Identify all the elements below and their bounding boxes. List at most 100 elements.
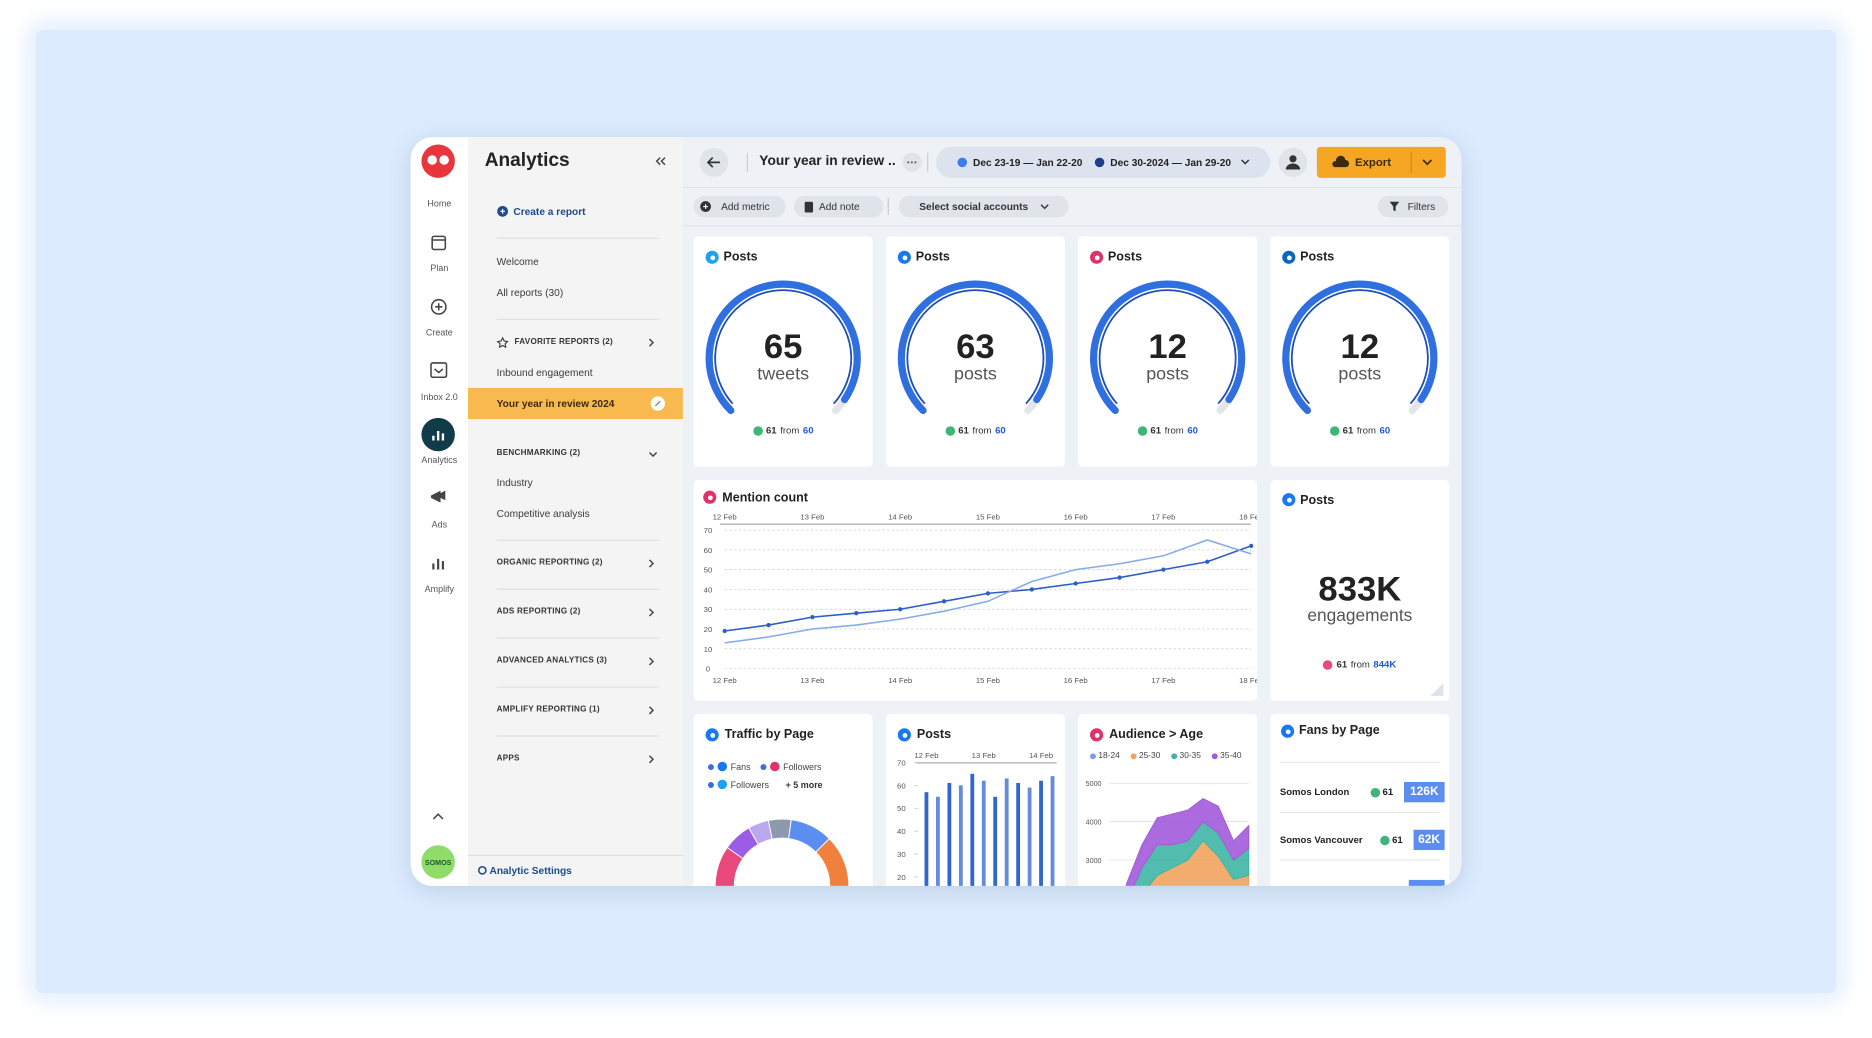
nav-label[interactable]: Ads [431, 519, 448, 531]
active-row[interactable] [468, 388, 683, 420]
filters-label[interactable]: Filters [1407, 200, 1436, 213]
sidebar-link[interactable]: Industry [496, 476, 533, 489]
filters-button[interactable] [1377, 195, 1449, 218]
avatar[interactable] [421, 845, 455, 879]
network-icon-glyph [709, 732, 715, 738]
range-dot [1094, 157, 1105, 168]
section-heading[interactable]: BENCHMARKING (2) [496, 448, 581, 458]
change-value: 61 [765, 425, 777, 436]
page-name: Somos Vancouver [1279, 834, 1363, 846]
network-icon-glyph [709, 254, 715, 260]
accounts-button[interactable] [898, 195, 1069, 218]
page-name: Somos London [1279, 786, 1350, 798]
x-tick-label: 18 Feb [1239, 512, 1257, 521]
chevron[interactable] [648, 451, 658, 458]
nav-label[interactable]: Analytics [421, 454, 458, 466]
section-heading[interactable]: AMPLIFY REPORTING (1) [496, 705, 600, 714]
card-title: Posts [1300, 249, 1335, 264]
x-tick-label: 15 Feb [976, 512, 1000, 521]
kpi-card: Posts 833K engagements 61 from 844K [1270, 479, 1450, 701]
card-title: Posts [1107, 249, 1143, 264]
gauge-card: Posts 63 posts 61 from 60 [885, 236, 1065, 467]
sidebar-link[interactable]: Welcome [496, 255, 539, 268]
legend-label: 25-30 [1138, 752, 1161, 761]
create-report[interactable]: Create a report [513, 205, 586, 218]
section-heading[interactable]: ORGANIC REPORTING (2) [496, 558, 603, 568]
line-marker [1249, 543, 1254, 549]
line-marker [766, 622, 771, 628]
nav-label[interactable]: Inbox 2.0 [420, 391, 458, 403]
add-metric-label[interactable]: Add metric [721, 200, 770, 213]
area-series [1125, 798, 1250, 886]
chevron[interactable] [1422, 159, 1433, 166]
nav-label[interactable]: Plan [430, 262, 449, 274]
section-heading[interactable]: ADVANCED ANALYTICS (3) [496, 656, 608, 665]
legend-label: Fans [730, 761, 751, 772]
change-row: 61 from 60 [1078, 426, 1257, 436]
section-heading[interactable]: ADS REPORTING (2) [496, 607, 581, 617]
card-title: Fans by Page [1298, 723, 1380, 738]
sidebar-link[interactable]: Competitive analysis [496, 507, 590, 520]
sidebar-link[interactable]: Inbound engagement [496, 366, 593, 379]
legend-icon [717, 761, 728, 772]
chart-svg [897, 280, 1053, 415]
kpi-value: 833K [1318, 570, 1402, 609]
y-tick-label: 70 [704, 526, 713, 535]
network-icon-glyph [901, 732, 907, 738]
plan-icon [431, 235, 447, 251]
logo [421, 144, 455, 178]
user-button[interactable] [1278, 148, 1308, 177]
gauge-inner [1098, 289, 1237, 405]
change-from: from [972, 425, 992, 436]
legend-label: Followers [730, 779, 769, 790]
x-tick-label: 14 Feb [1029, 751, 1053, 760]
y-tick-label: 30 [897, 850, 906, 859]
section-heading[interactable]: APPS [496, 754, 520, 763]
separator [1279, 859, 1440, 861]
accounts-label[interactable]: Select social accounts [919, 200, 1029, 213]
logo-eye [427, 155, 437, 165]
line-marker [898, 607, 903, 612]
network-icon-glyph [1286, 497, 1292, 503]
chevron[interactable] [648, 559, 655, 764]
network-icon-glyph [1094, 732, 1099, 738]
chart-svg: 2000300040005000 [1086, 780, 1250, 886]
collapse-icon[interactable] [432, 813, 444, 820]
export-button[interactable] [1316, 146, 1446, 178]
change-icon [945, 426, 955, 436]
legend-dot [707, 763, 714, 770]
sidebar-link[interactable]: All reports (30) [496, 286, 564, 299]
y-tick-label: 10 [704, 645, 713, 654]
nav-label[interactable]: Create [425, 327, 453, 338]
donut-segment [815, 837, 850, 886]
value-box: 126K [1404, 781, 1445, 803]
settings-link[interactable]: Analytic Settings [489, 864, 572, 877]
x-tick-label: 12 Feb [914, 751, 938, 760]
line-marker [1073, 581, 1078, 586]
add-note-button[interactable] [793, 195, 884, 218]
date-range[interactable]: Dec 23-19 — Jan 22-20 [973, 156, 1083, 169]
collapse-sidebar[interactable] [655, 157, 666, 166]
change-row: 61 from 60 [886, 426, 1065, 436]
change-value: 61 [1342, 425, 1354, 436]
pin-icon[interactable] [649, 395, 666, 412]
export-label[interactable]: Export [1355, 156, 1391, 170]
card-title: Traffic by Page [724, 727, 814, 742]
date-range[interactable]: Dec 30-2024 — Jan 29-20 [1110, 156, 1232, 169]
gauge-value: 12 [1340, 328, 1380, 367]
chevron[interactable] [648, 338, 655, 347]
section-heading[interactable]: FAVORITE REPORTS (2) [514, 337, 613, 347]
create-icon [430, 298, 447, 315]
change-base: 60 [1187, 425, 1198, 436]
gauge-inner [714, 289, 853, 405]
sidebar-link-active[interactable]: Your year in review 2024 [496, 397, 615, 410]
change-icon [1370, 787, 1381, 798]
nav-label[interactable]: Home [427, 198, 452, 209]
nav-label[interactable]: Amplify [424, 583, 455, 595]
network-icon-glyph [707, 494, 713, 500]
add-metric-button[interactable] [693, 195, 786, 218]
add-note-label[interactable]: Add note [819, 200, 860, 213]
change-from: from [1356, 425, 1376, 436]
